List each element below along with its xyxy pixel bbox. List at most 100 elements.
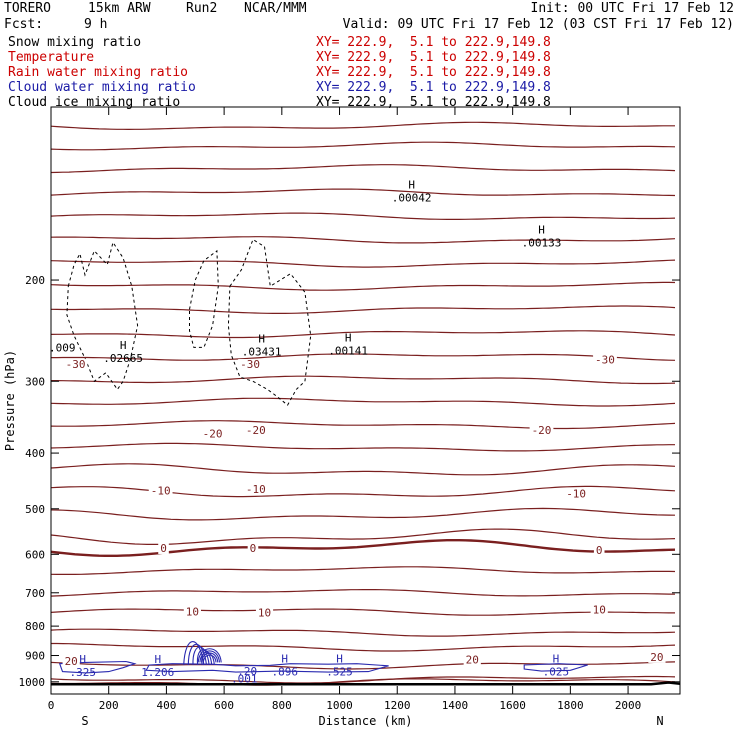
cloud-water-tower-3 <box>197 649 213 666</box>
isotherm-label-12: 10 <box>186 606 199 619</box>
isotherm-10 <box>51 353 676 361</box>
terrain-line <box>51 681 681 686</box>
cloud-water-core-0 <box>197 648 222 663</box>
isotherm-12 <box>50 397 676 407</box>
extremum-symbol-1: H <box>258 332 265 345</box>
x-tick-label-4: 800 <box>272 699 292 712</box>
isotherm-label-4: -20 <box>246 424 266 437</box>
x-tick-label-7: 1400 <box>442 699 469 712</box>
isotherm-label-17: 20 <box>650 651 663 664</box>
isotherm-6 <box>50 259 676 268</box>
cloud-water-core-2 <box>201 652 219 663</box>
isotherm-label-13: 10 <box>258 606 271 619</box>
isotherm-label-9: 0 <box>160 542 167 555</box>
isotherm-14 <box>50 442 675 452</box>
snow-contour-1 <box>189 249 219 348</box>
isotherm-label-8: -10 <box>566 487 586 500</box>
x-tick-label-2: 400 <box>156 699 176 712</box>
y-tick-label-1: 300 <box>25 375 45 388</box>
isotherm-1 <box>50 141 676 151</box>
cloud-water-band-0 <box>58 660 137 674</box>
cloud-water-core-1 <box>199 650 221 663</box>
legend-xy-cloud-ice: XY= 222.9, 5.1 to 222.9,149.8 <box>316 95 551 110</box>
x-tick-label-10: 2000 <box>615 699 642 712</box>
isotherm-label-1: -30 <box>240 358 260 371</box>
y-tick-label-0: 200 <box>25 274 45 287</box>
y-tick-label-2: 400 <box>25 447 45 460</box>
extremum-value-5: .325 <box>69 666 96 679</box>
x-tick-label-5: 1000 <box>326 699 353 712</box>
y-tick-label-8: 1000 <box>19 676 46 689</box>
model-resolution: 15km ARW <box>88 1 151 16</box>
isotherm-9 <box>50 330 676 339</box>
snow-contour-2 <box>227 238 312 406</box>
legend-name-temperature: Temperature <box>8 50 95 65</box>
legend-xy-cloud-water: XY= 222.9, 5.1 to 222.9,149.8 <box>316 80 551 95</box>
extremum-value-2: .00141 <box>328 344 368 357</box>
isotherm-23 <box>50 628 676 637</box>
isotherm-24 <box>51 642 676 652</box>
model-name: TORERO <box>4 1 51 16</box>
isotherm-label-11: 0 <box>596 544 603 557</box>
init-time: Init: 00 UTC Fri 17 Feb 12 <box>530 1 735 16</box>
isotherm-label-10: 0 <box>250 542 257 555</box>
isotherm-label-2: -30 <box>595 354 615 367</box>
extremum-symbol-7: H <box>281 652 288 665</box>
y-tick-label-4: 600 <box>25 548 45 561</box>
x-tick-label-6: 1200 <box>384 699 411 712</box>
y-tick-label-6: 800 <box>25 620 45 633</box>
x-axis-title: Distance (km) <box>319 714 413 728</box>
extremum-value-4: .00042 <box>392 192 432 205</box>
forecast-hour: 9 h <box>84 17 108 32</box>
isotherm-11 <box>51 375 676 385</box>
extremum-value-7: .896 <box>271 665 298 678</box>
isotherm-18 <box>50 528 676 545</box>
isotherm-21 <box>50 589 676 597</box>
legend-name-snow: Snow mixing ratio <box>8 35 142 50</box>
isotherm-27 <box>50 678 676 686</box>
x-tick-label-0: 0 <box>48 699 55 712</box>
isotherm-7 <box>50 281 676 291</box>
extremum-value-8: .525 <box>326 665 353 678</box>
extremum-value-0: .02665 <box>103 352 143 365</box>
isotherm-4 <box>50 212 676 220</box>
isotherm-0 <box>50 121 675 131</box>
isotherm-13 <box>50 420 676 430</box>
isotherm-19 <box>50 539 676 557</box>
extremum-symbol-8: H <box>336 652 343 665</box>
x-end-label-north: N <box>656 714 663 728</box>
extremum-value-3: .00133 <box>522 236 562 249</box>
extremum-value-10: .001 <box>231 672 258 685</box>
cloud-water-tower-2 <box>192 646 210 666</box>
cloud-water-core-3 <box>202 654 217 663</box>
extremum-symbol-6: H <box>154 653 161 666</box>
isotherm-20 <box>50 566 676 575</box>
isotherm-5 <box>50 236 676 244</box>
plot-frame <box>50 106 681 695</box>
extremum-symbol-5: H <box>79 653 86 666</box>
isotherm-15 <box>50 463 676 476</box>
isotherm-label-6: -10 <box>151 485 171 498</box>
cloud-water-band-1 <box>145 663 389 673</box>
isotherm-label-0: -30 <box>66 358 86 371</box>
extremum-value-9: .025 <box>543 665 570 678</box>
x-end-label-south: S <box>81 714 88 728</box>
y-tick-label-3: 500 <box>25 503 45 516</box>
cloud-water-band-2 <box>523 663 588 672</box>
legend-name-rain: Rain water mixing ratio <box>8 65 189 80</box>
x-tick-label-9: 1800 <box>557 699 584 712</box>
isotherm-22 <box>50 608 675 616</box>
valid-time: Valid: 09 UTC Fri 17 Feb 12 (03 CST Fri … <box>342 17 734 32</box>
legend-xy-rain: XY= 222.9, 5.1 to 222.9,149.8 <box>316 65 551 80</box>
isotherm-label-15: 20 <box>65 655 78 668</box>
extremum-symbol-0: H <box>120 339 127 352</box>
run-name: Run2 <box>186 1 218 16</box>
isotherm-label-5: -20 <box>532 424 552 437</box>
y-axis-title: Pressure (hPa) <box>3 350 17 451</box>
x-tick-label-3: 600 <box>214 699 234 712</box>
forecast-label: Fcst: <box>4 17 44 32</box>
isotherm-8 <box>50 305 676 314</box>
extremum-value-11: .20 <box>237 665 257 678</box>
cloud-water-tower-1 <box>187 644 208 666</box>
x-tick-label-8: 1600 <box>499 699 526 712</box>
